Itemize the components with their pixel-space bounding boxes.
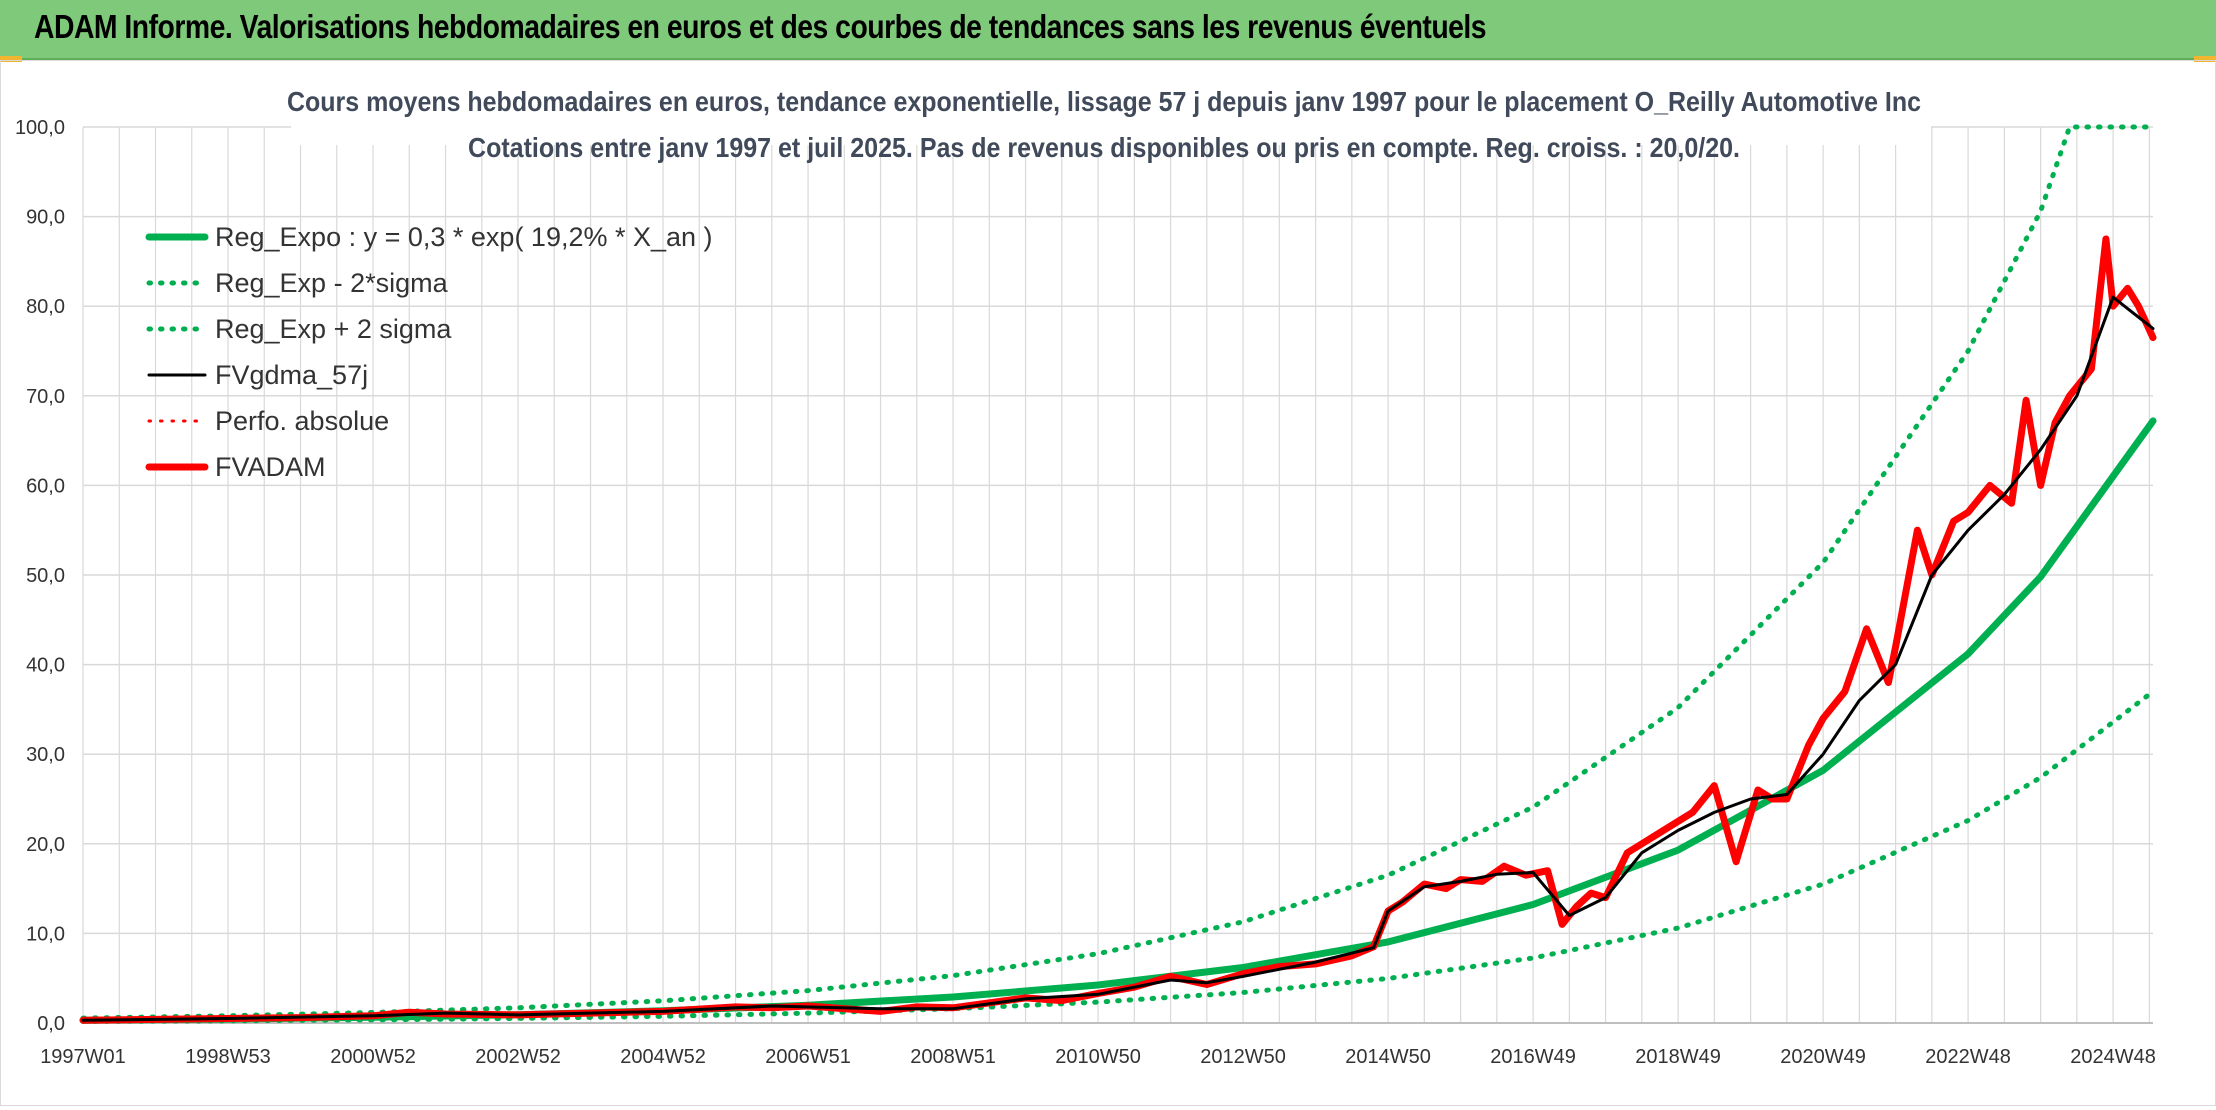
corner-mark-left (0, 56, 22, 62)
y-tick-label: 70,0 (26, 386, 65, 408)
x-tick-label: 2000W52 (330, 1046, 416, 1068)
legend-label: Perfo. absolue (215, 406, 389, 436)
series-line-3 (81, 295, 2155, 1022)
series-line-2 (80, 124, 2156, 1021)
x-tick-label: 2014W50 (1345, 1046, 1431, 1068)
legend-label: FVADAM (215, 452, 326, 482)
y-tick-label: 80,0 (26, 296, 65, 318)
x-tick-label: 2018W49 (1635, 1046, 1721, 1068)
y-tick-label: 60,0 (26, 475, 65, 497)
y-tick-label: 40,0 (26, 655, 65, 677)
legend-label: Reg_Expo : y = 0,3 * exp( 19,2% * X_an ) (215, 222, 713, 252)
grid-lines (82, 126, 2153, 1024)
chart-subtitle: Cotations entre janv 1997 et juil 2025. … (468, 132, 1740, 163)
corner-mark-right (2194, 56, 2216, 62)
x-tick-label: 1997W01 (40, 1046, 126, 1068)
series-line-4 (82, 296, 2154, 1022)
x-tick-label: 2010W50 (1055, 1046, 1141, 1068)
x-tick-label: 2008W51 (910, 1046, 996, 1068)
chart-title: Cours moyens hebdomadaires en euros, ten… (287, 86, 1921, 117)
series-lines (79, 124, 2157, 1024)
legend-label: Reg_Exp + 2 sigma (215, 314, 452, 344)
title-backdrop (291, 67, 1931, 145)
y-tick-label: 50,0 (26, 565, 65, 587)
y-tick-label: 0,0 (37, 1013, 65, 1035)
x-tick-label: 2012W50 (1200, 1046, 1286, 1068)
header-bar: ADAM Informe. Valorisations hebdomadaire… (0, 0, 2216, 60)
y-tick-label: 10,0 (26, 923, 65, 945)
x-tick-label: 2004W52 (620, 1046, 706, 1068)
x-tick-label: 2024W48 (2070, 1046, 2156, 1068)
y-tick-label: 30,0 (26, 744, 65, 766)
y-tick-label: 90,0 (26, 207, 65, 229)
x-tick-label: 2002W52 (475, 1046, 561, 1068)
x-tick-label: 2022W48 (1925, 1046, 2011, 1068)
trend-chart: 0,0 10,0 20,0 30,0 40,0 50,0 60,0 70,0 80,0 90,0 1… (15, 67, 2157, 1068)
series-line-1 (80, 689, 2156, 1024)
axis-labels: 0,0 10,0 20,0 30,0 40,0 50,0 60,0 70,0 80,0 90,0 1… (15, 117, 2156, 1068)
x-tick-label: 2016W49 (1490, 1046, 1576, 1068)
report-title: ADAM Informe. Valorisations hebdomadaire… (34, 8, 1487, 45)
y-tick-label: 100,0 (15, 117, 65, 139)
legend-label: FVgdma_57j (215, 360, 368, 390)
x-tick-label: 1998W53 (185, 1046, 271, 1068)
x-tick-label: 2006W51 (765, 1046, 851, 1068)
legend: Reg_Expo : y = 0,3 * exp( 19,2% * X_an )… (145, 222, 713, 482)
series-line-0 (79, 417, 2157, 1024)
series-line-5 (79, 235, 2157, 1024)
legend-label: Reg_Exp - 2*sigma (215, 268, 449, 298)
y-tick-label: 20,0 (26, 834, 65, 856)
chart-area: 0,0 10,0 20,0 30,0 40,0 50,0 60,0 70,0 80,0 90,0 1… (0, 60, 2216, 1106)
x-tick-label: 2020W49 (1780, 1046, 1866, 1068)
